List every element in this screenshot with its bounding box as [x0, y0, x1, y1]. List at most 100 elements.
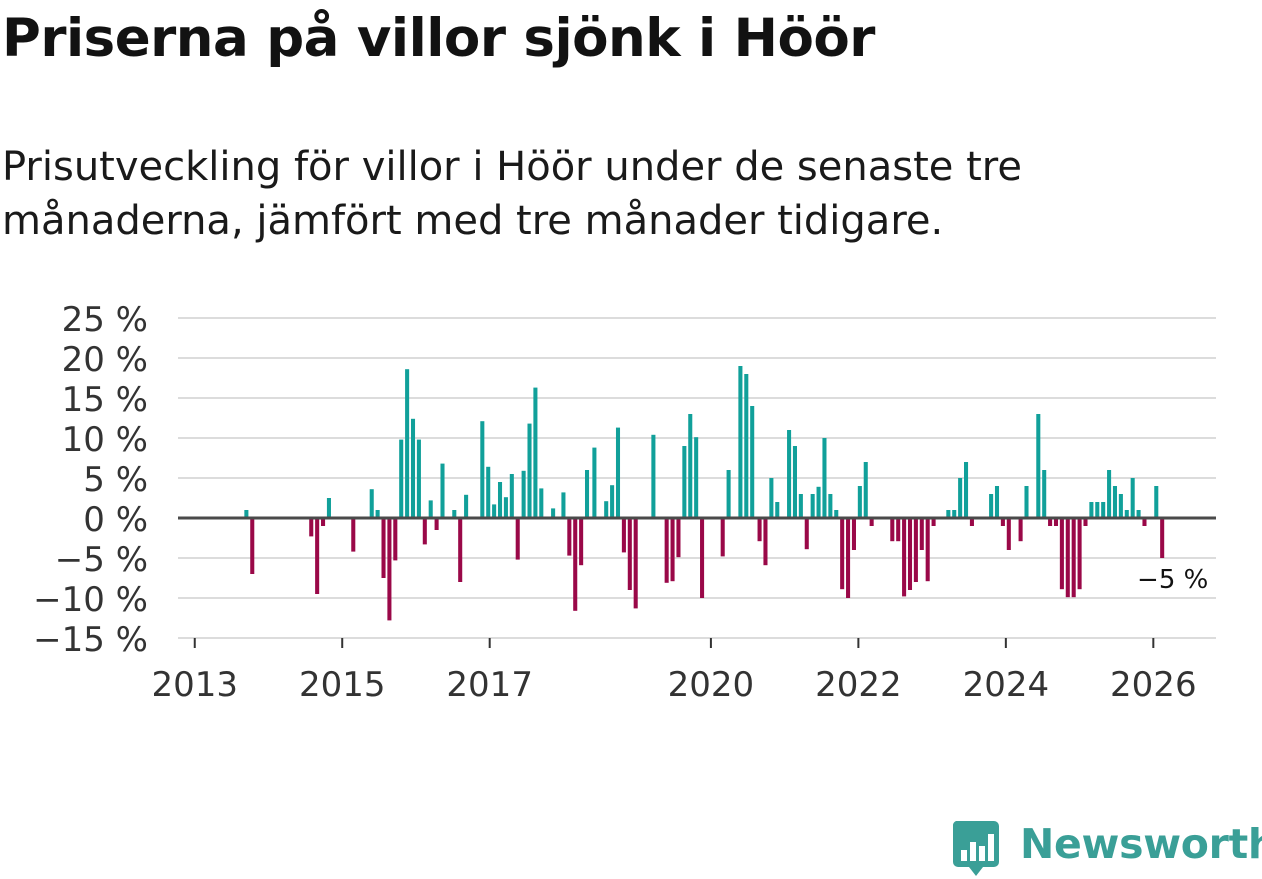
bar	[509, 474, 514, 518]
bar	[1083, 518, 1088, 526]
page-subtitle: Prisutveckling för villor i Höör under d…	[2, 144, 1022, 244]
bar	[804, 518, 809, 550]
bar	[720, 518, 725, 557]
bar	[585, 470, 590, 518]
bar	[369, 489, 374, 518]
bar	[828, 494, 833, 518]
bar	[989, 494, 994, 518]
bar	[907, 518, 913, 590]
bar	[651, 434, 656, 518]
bar	[592, 447, 597, 518]
bar	[1065, 518, 1070, 598]
bar	[1118, 494, 1123, 518]
bar	[244, 510, 249, 518]
bar	[399, 439, 404, 518]
y-tick-label: 10 %	[62, 420, 148, 460]
bar	[1036, 414, 1041, 518]
bar	[1130, 478, 1135, 518]
bar	[1160, 518, 1165, 558]
bar	[1000, 518, 1005, 526]
bar	[863, 462, 868, 518]
bar	[822, 438, 827, 518]
y-tick-label: −15 %	[33, 620, 148, 660]
bar	[521, 470, 526, 518]
bar	[1136, 510, 1141, 518]
bar	[492, 504, 497, 518]
bar	[834, 510, 839, 518]
bar	[1042, 470, 1047, 518]
bar	[857, 486, 862, 518]
bar	[315, 518, 320, 594]
bar	[676, 518, 681, 558]
bar	[1053, 518, 1059, 526]
bar	[410, 418, 416, 518]
bar	[633, 518, 638, 609]
bar	[375, 510, 380, 518]
bar	[627, 518, 632, 590]
bar	[351, 518, 356, 552]
bar	[1107, 470, 1112, 518]
bar	[250, 518, 255, 574]
bar	[405, 369, 410, 518]
bar	[994, 486, 1000, 518]
x-tick-label: 2020	[668, 665, 755, 705]
bar	[527, 423, 532, 518]
bar	[1142, 518, 1147, 526]
bar	[561, 492, 566, 518]
bar	[621, 518, 626, 553]
bar	[846, 518, 851, 598]
y-tick-label: 25 %	[62, 300, 148, 340]
bar	[840, 518, 845, 590]
bar	[1101, 502, 1106, 518]
bar	[670, 518, 675, 582]
x-tick-label: 2024	[963, 665, 1050, 705]
bar	[958, 478, 963, 518]
bar	[610, 485, 615, 518]
bar	[896, 518, 901, 542]
bar	[816, 486, 821, 518]
bar	[480, 421, 485, 518]
bar	[486, 466, 491, 518]
bar	[757, 518, 762, 542]
bar	[428, 500, 433, 518]
brand-name: Newsworthy	[1020, 820, 1262, 868]
bar	[694, 437, 699, 518]
bar	[919, 518, 924, 550]
bar	[744, 374, 749, 518]
page-title: Priserna på villor sjönk i Höör	[2, 8, 875, 69]
y-tick-label: −10 %	[33, 580, 148, 620]
bar	[1059, 518, 1064, 590]
bar-chart: 25 %20 %15 %10 %5 %0 %−5 %−10 %−15 %2013…	[33, 300, 1216, 705]
bar	[503, 497, 508, 518]
x-tick-label: 2017	[446, 665, 533, 705]
y-tick-label: 20 %	[62, 340, 148, 380]
bar	[326, 498, 331, 518]
bar	[1071, 518, 1076, 598]
bar-chart-speech-bubble-icon	[952, 821, 999, 876]
bar	[969, 518, 974, 526]
bar	[416, 439, 421, 518]
y-tick-label: −5 %	[55, 540, 148, 580]
bar	[497, 482, 503, 518]
bar	[913, 518, 918, 582]
y-tick-label: 5 %	[83, 460, 148, 500]
bar	[925, 518, 930, 582]
bar	[551, 508, 556, 518]
bar	[890, 518, 895, 542]
bar	[1048, 518, 1053, 526]
newsworthy-logo[interactable]: Newsworthy	[950, 818, 1262, 876]
bar	[1124, 510, 1129, 518]
bar	[452, 510, 457, 518]
bar	[604, 501, 609, 518]
x-tick-label: 2026	[1110, 665, 1197, 705]
y-tick-label: 15 %	[62, 380, 148, 420]
bar	[615, 427, 621, 518]
bar	[440, 463, 445, 518]
bar	[952, 510, 957, 518]
bar	[387, 518, 392, 621]
x-tick-label: 2022	[815, 665, 902, 705]
bar	[1095, 502, 1100, 518]
bar	[869, 518, 874, 526]
bar	[393, 518, 398, 561]
bar	[539, 488, 544, 518]
